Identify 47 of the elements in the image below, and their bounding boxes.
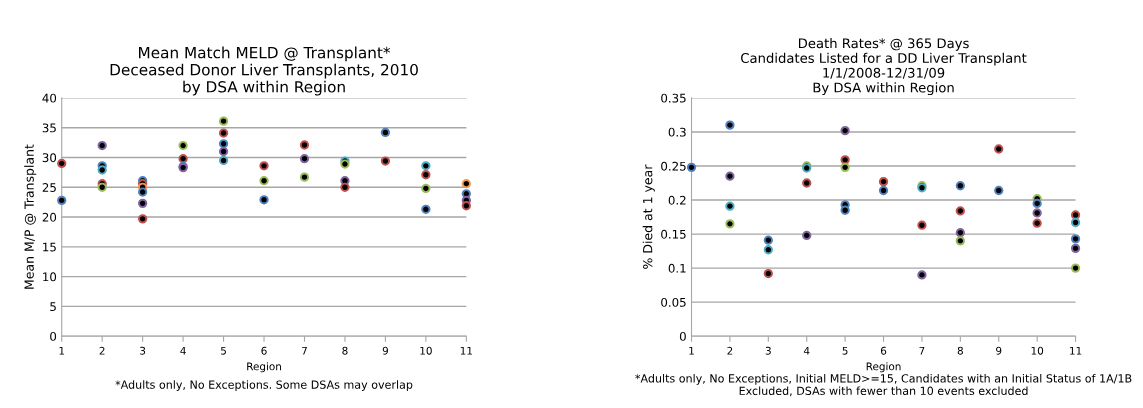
y-tick-label: 0.35	[661, 93, 686, 103]
x-tick-label: 2	[99, 346, 105, 355]
y-tick-label: 0	[679, 331, 686, 341]
x-tick-label: 3	[140, 346, 146, 355]
x-tick-label: 2	[727, 346, 733, 355]
y-tick-label: 5	[50, 302, 56, 312]
x-tick-label: 3	[765, 346, 771, 355]
y-tick-label: 25	[42, 183, 56, 192]
y-tick-label: 30	[42, 153, 57, 163]
x-tick-label: 5	[221, 346, 226, 355]
y-tick-label: 35	[42, 123, 56, 133]
x-tick-label: 8	[957, 346, 963, 355]
y-axis-title: % Died at 1 year	[642, 164, 655, 269]
y-tick-label: 0.3	[668, 127, 686, 137]
x-tick-label: 8	[342, 346, 348, 355]
x-tick-label: 1	[59, 346, 65, 355]
x-tick-label: 4	[180, 346, 186, 355]
y-tick-label: 15	[43, 242, 56, 252]
x-tick-label: 9	[996, 346, 1002, 355]
x-tick-label: 10	[420, 346, 432, 355]
y-tick-label: 20	[42, 212, 57, 222]
y-tick-label: 40	[42, 93, 57, 103]
x-axis-title: Region	[247, 362, 281, 373]
y-tick-label: 0.15	[661, 229, 686, 239]
text: *Adults only, No Exceptions. Some DSAs may overlap	[115, 380, 413, 391]
x-tick-label: 4	[803, 346, 810, 355]
x-tick-label: 6	[880, 346, 887, 355]
chart-title: Mean Match MELD @ Transplant* Deceased Donor Liver Transplants, 2010 by DSA within Region	[110, 46, 418, 96]
x-tick-label: 7	[919, 346, 925, 355]
y-tick-label: 0.05	[661, 297, 686, 307]
x-tick-label: 9	[382, 346, 388, 355]
y-axis-title: Mean M/P @ Transplant	[24, 144, 37, 289]
y-tick-label: 10	[43, 272, 57, 282]
x-tick-label: 10	[1031, 346, 1044, 355]
x-tick-label: 11	[1070, 346, 1082, 355]
chart-title: Death Rates* @ 365 Days Candidates Listed for a DD Liver Transplant 1/1/2008-12/31/09 By DSA within Region	[741, 38, 1027, 96]
x-tick-label: 11	[460, 346, 473, 355]
x-axis-title: Region	[866, 362, 901, 373]
y-tick-label: 0.1	[668, 263, 686, 273]
x-tick-label: 5	[842, 346, 848, 355]
y-tick-label: 0.25	[661, 161, 686, 171]
x-tick-label: 7	[302, 346, 307, 355]
x-tick-label: 1	[689, 346, 694, 355]
y-tick-label: 0.2	[668, 195, 686, 205]
y-tick-label: 0	[50, 331, 57, 341]
x-tick-label: 6	[261, 346, 267, 355]
text: *Adults only, No Exceptions, Initial MELD>=15, Candidates with an Initial Status of 1A/1B Excluded, DSAs with fewer than 10 events excluded	[635, 373, 1132, 397]
